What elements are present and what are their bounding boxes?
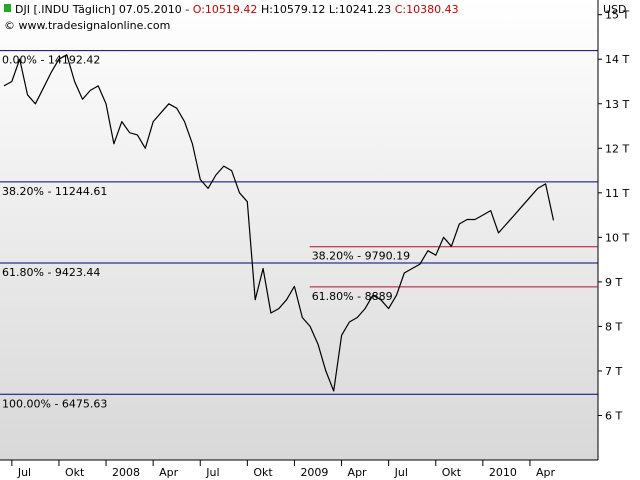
x-tick-label: Apr [159, 466, 179, 479]
x-tick-label: Apr [536, 466, 556, 479]
x-tick-label: 2009 [300, 466, 328, 479]
level-label: 61.80% - 8889 [312, 290, 393, 303]
plot-area [0, 0, 598, 460]
level-label: 0.00% - 14192.42 [2, 54, 100, 67]
x-tick-label: Apr [348, 466, 368, 479]
y-tick-label: 9 T [605, 276, 622, 289]
y-tick-label: 15 T [605, 9, 629, 22]
level-label: 38.20% - 9790.19 [312, 250, 410, 263]
x-tick-label: Okt [442, 466, 462, 479]
x-tick-label: Okt [65, 466, 85, 479]
y-tick-label: 14 T [605, 53, 629, 66]
x-tick-label: Okt [253, 466, 273, 479]
y-tick-label: 7 T [605, 365, 622, 378]
y-tick-label: 8 T [605, 320, 622, 333]
y-tick-label: 6 T [605, 409, 622, 422]
x-tick-label: 2010 [489, 466, 517, 479]
header-title: DJI [.INDU Täglich] 07.05.2010 - [15, 3, 189, 16]
y-tick-label: 12 T [605, 142, 629, 155]
header-close: C:10380.43 [395, 3, 459, 16]
status-icon [4, 4, 11, 12]
level-label: 100.00% - 6475.63 [2, 397, 107, 410]
header-low: L:10241.23 [329, 3, 391, 16]
chart-header: DJI [.INDU Täglich] 07.05.2010 - O:10519… [15, 3, 459, 16]
y-tick-label: 13 T [605, 98, 629, 111]
y-tick-label: 11 T [605, 187, 629, 200]
price-line [3, 54, 555, 392]
header-open: O:10519.42 [193, 3, 258, 16]
level-label: 61.80% - 9423.44 [2, 266, 100, 279]
y-axis-label: USD [603, 3, 627, 16]
level-label: 38.20% - 11244.61 [2, 185, 107, 198]
x-tick-label: 2008 [112, 466, 140, 479]
y-tick-label: 10 T [605, 231, 629, 244]
copyright: © www.tradesignalonline.com [4, 19, 170, 32]
x-tick-label: Jul [17, 466, 31, 479]
header-high: H:10579.12 [261, 3, 325, 16]
x-tick-label: Jul [205, 466, 219, 479]
x-tick-label: Jul [394, 466, 408, 479]
